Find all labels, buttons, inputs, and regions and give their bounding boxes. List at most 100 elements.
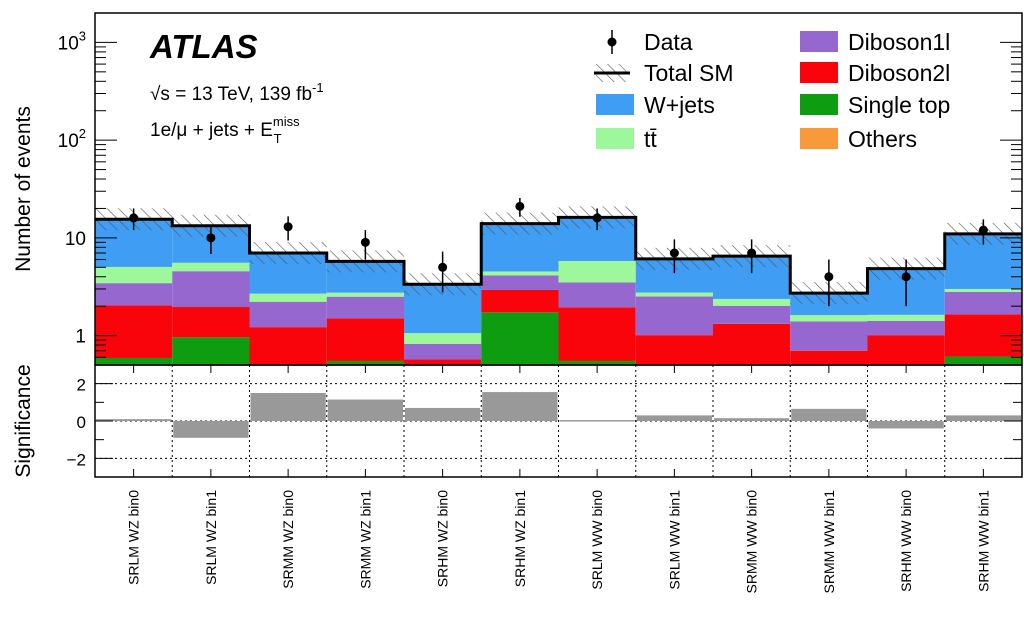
significance-bar: [327, 399, 403, 421]
stack-segment-ttbar: [635, 292, 713, 297]
stack-segment-diboson2l: [635, 335, 713, 365]
significance-bar: [482, 392, 558, 421]
stack-segment-singletop: [404, 368, 481, 502]
stack-segment-diboson1l: [867, 321, 945, 336]
stack-segment-diboson2l: [790, 350, 868, 365]
legend-entry-data: Data: [607, 29, 693, 55]
stack-segment-ttbar: [790, 315, 868, 322]
energy-label: √s = 13 TeV, 139 fb-1: [150, 80, 324, 105]
legend-entry-others: Others: [800, 126, 917, 152]
stack-segment-ttbar: [326, 292, 404, 297]
stack-segment-ttbar: [481, 271, 559, 276]
significance-bar: [173, 421, 249, 438]
legend-swatch-data: [607, 37, 617, 47]
legend-entry-diboson1l: Diboson1l: [800, 29, 950, 55]
annotations: ATLAS √s = 13 TeV, 139 fb-1 1e/μ + jets …: [149, 28, 324, 146]
legend-label: Single top: [848, 92, 950, 118]
legend-swatch-singletop: [800, 94, 838, 115]
stack-segment-singletop: [250, 365, 327, 484]
data-point: [206, 233, 216, 243]
data-point: [824, 272, 834, 282]
stack-segment-singletop: [95, 357, 173, 365]
stack-segment-singletop: [944, 356, 1022, 365]
legend-entry-ttbar: tt̄: [596, 126, 657, 152]
stack-segment-singletop: [713, 366, 790, 502]
data-point: [360, 237, 370, 247]
legend-label: W+jets: [644, 92, 715, 118]
data-points-layer: [129, 197, 988, 307]
x-tick-label: SRLM WZ bin1: [203, 490, 219, 585]
legend-label: Others: [848, 126, 917, 152]
selection-label: 1e/μ + jets + Emiss T: [150, 114, 300, 146]
legend-label: Data: [644, 29, 693, 55]
x-tick-label: SRHM WW bin1: [975, 490, 991, 592]
legend: Data Total SM W+jets tt̄ Diboson1l Diboson2l S…: [594, 29, 950, 152]
x-tick-label: SRHM WZ bin1: [512, 490, 528, 587]
stack-segment-ttbar: [172, 262, 250, 272]
stack-segment-diboson1l: [790, 321, 868, 351]
y-tick-label: 103: [58, 28, 86, 54]
stack-segment-diboson2l: [326, 318, 404, 361]
stack-segment-diboson2l: [867, 335, 945, 365]
stack-segment-singletop: [790, 368, 867, 502]
stack-segment-ttbar: [713, 298, 791, 306]
stack-segment-ttbar: [95, 266, 173, 284]
stack-segment-diboson1l: [249, 301, 327, 328]
significance-bar: [405, 407, 481, 421]
stack-segment-singletop: [481, 312, 559, 365]
stack-segment-ttbar: [558, 260, 636, 283]
data-point: [978, 225, 988, 235]
stack-segment-singletop: [326, 360, 404, 365]
legend-entry-diboson2l: Diboson2l: [800, 60, 950, 86]
x-axis: SRLM WZ bin0 SRLM WZ bin1 SRMM WZ bin0 SRMM…: [126, 365, 991, 594]
x-tick-label: SRMM WW bin1: [821, 490, 837, 594]
stack-segment-ttbar: [249, 293, 327, 302]
legend-swatch-diboson1l: [800, 31, 838, 52]
stack-segment-diboson1l: [404, 344, 482, 360]
stack-segment-diboson2l: [95, 305, 173, 358]
significance-bar: [945, 415, 1021, 421]
y-tick-label: 102: [58, 126, 86, 152]
stack-segment-diboson1l: [172, 271, 250, 308]
stack-segment-diboson1l: [481, 275, 559, 290]
data-point: [747, 248, 757, 258]
x-tick-label: SRLM WZ bin0: [126, 490, 142, 585]
x-tick-label: SRHM WZ bin0: [435, 490, 451, 587]
data-point: [438, 262, 448, 272]
y-tick-label: 1: [75, 327, 86, 348]
significance-bar: [636, 415, 712, 421]
significance-tick-label: −2: [67, 450, 86, 469]
significance-bar: [714, 418, 790, 421]
stack-segment-diboson1l: [635, 296, 713, 336]
legend-entry-wjets: W+jets: [596, 92, 715, 118]
legend-entry-singletop: Single top: [800, 92, 950, 118]
significance-axis-label: Significance: [12, 364, 35, 477]
main-y-axis: 1 10 102 103: [58, 12, 1022, 366]
significance-plot: −2 0 2: [67, 364, 1023, 478]
data-point: [669, 248, 679, 258]
significance-bar: [250, 393, 326, 421]
significance-bars: [96, 392, 1021, 438]
significance-tick-label: 2: [77, 376, 86, 395]
data-point: [592, 213, 602, 223]
stack-segment-singletop: [635, 364, 713, 365]
stack-segment-singletop: [558, 360, 636, 365]
stack-segment-diboson2l: [172, 307, 250, 338]
significance-tick-label: 0: [77, 413, 86, 432]
x-tick-label: SRLM WW bin0: [589, 490, 605, 590]
x-tick-label: SRMM WW bin0: [744, 490, 760, 594]
stack-segment-diboson2l: [481, 289, 559, 313]
significance-bar: [791, 408, 867, 421]
stack-segment-singletop: [868, 366, 945, 502]
x-tick-label: SRLM WW bin1: [666, 490, 682, 590]
significance-y-axis: −2 0 2: [67, 364, 1022, 478]
y-axis-label: Number of events: [12, 106, 35, 272]
legend-swatch-others: [800, 128, 838, 149]
legend-entry-total: Total SM: [594, 60, 733, 86]
stack-segment-diboson2l: [713, 323, 791, 365]
stack-segment-diboson1l: [944, 291, 1022, 315]
significance-grid: [95, 365, 1022, 477]
legend-label: Diboson1l: [848, 29, 950, 55]
data-point: [283, 222, 293, 232]
